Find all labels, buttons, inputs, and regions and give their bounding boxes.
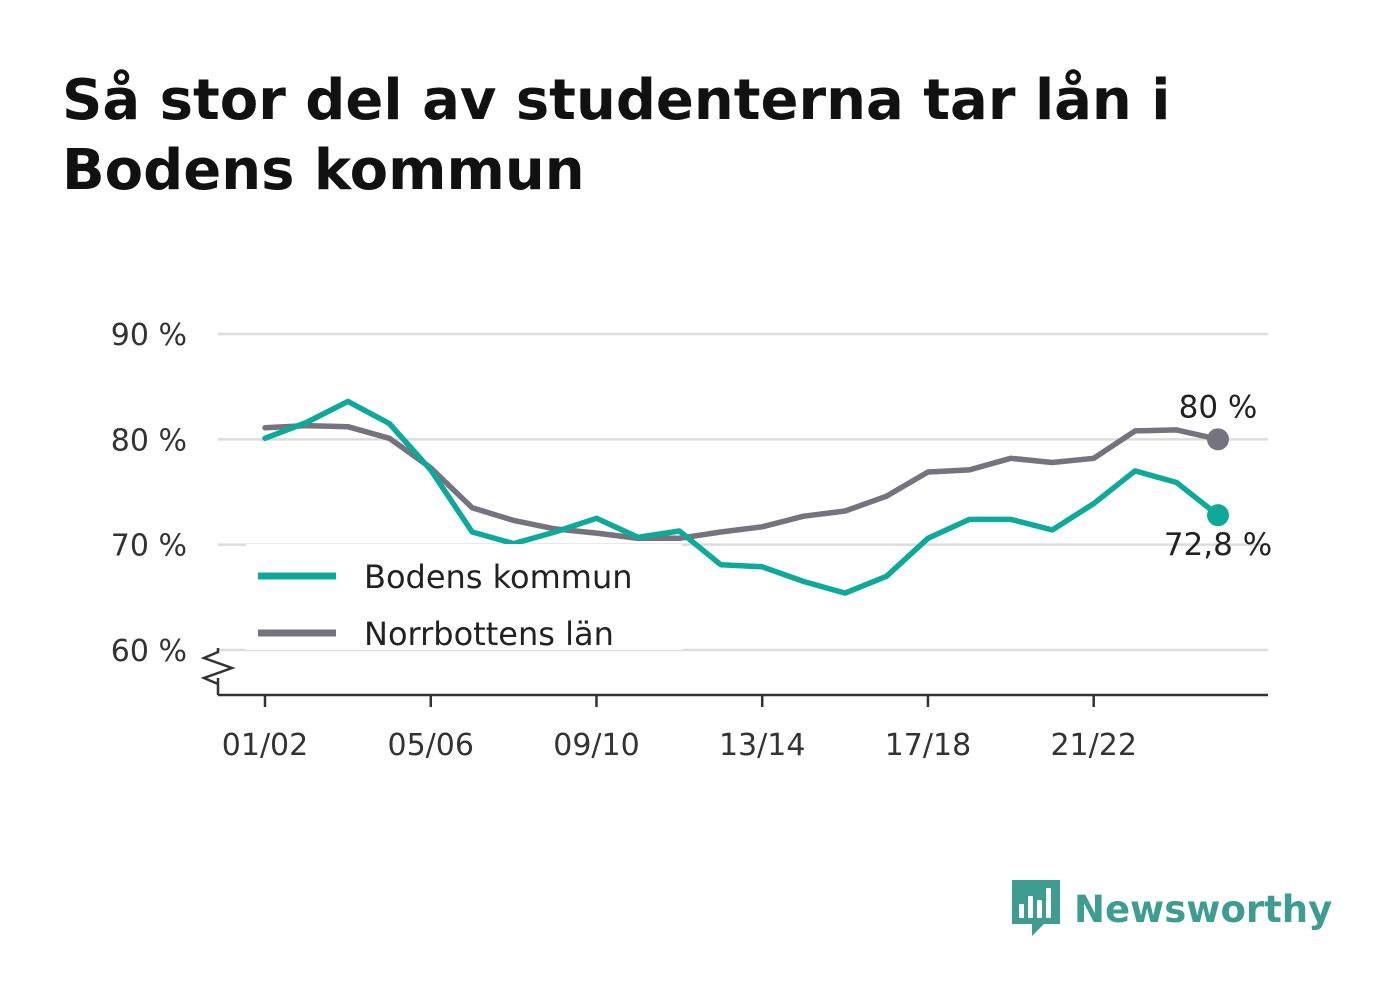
y-axis-ticks: 60 % 70 % 80 % 90 % bbox=[111, 318, 187, 669]
end-labels: 80 % 72,8 % bbox=[1164, 389, 1272, 563]
newsworthy-logo-icon bbox=[1012, 880, 1060, 936]
end-label-norrbotten: 80 % bbox=[1179, 389, 1258, 425]
x-tick-label: 17/18 bbox=[885, 728, 971, 763]
x-axis-ticks: 01/02 05/06 09/10 13/14 17/18 21/22 bbox=[222, 695, 1137, 763]
x-tick-label: 01/02 bbox=[222, 728, 308, 763]
series-endpoint-1 bbox=[1207, 428, 1229, 451]
end-label-boden: 72,8 % bbox=[1164, 527, 1272, 563]
legend-label: Bodens kommun bbox=[364, 558, 633, 596]
x-tick-label: 09/10 bbox=[553, 728, 639, 763]
axis-break-marker bbox=[200, 648, 236, 686]
chart-title: Så stor del av studenterna tar lån i Bod… bbox=[62, 68, 1171, 203]
legend-label: Norrbottens län bbox=[364, 615, 614, 653]
x-tick-label: 21/22 bbox=[1050, 728, 1136, 763]
y-tick-label: 90 % bbox=[111, 318, 187, 353]
x-axis bbox=[200, 648, 1268, 697]
legend: Bodens kommun Norrbottens län bbox=[246, 544, 682, 653]
x-tick-label: 05/06 bbox=[388, 728, 474, 763]
y-tick-label: 70 % bbox=[111, 529, 187, 564]
y-tick-label: 80 % bbox=[111, 423, 187, 458]
x-tick-label: 13/14 bbox=[719, 728, 805, 763]
y-tick-label: 60 % bbox=[111, 634, 187, 669]
series-lines bbox=[262, 398, 1229, 596]
brand-name: Newsworthy bbox=[1074, 887, 1333, 931]
brand-logo: Newsworthy bbox=[1010, 878, 1332, 940]
series-endpoint-0 bbox=[1207, 504, 1229, 527]
series-line-0 bbox=[262, 398, 1221, 596]
